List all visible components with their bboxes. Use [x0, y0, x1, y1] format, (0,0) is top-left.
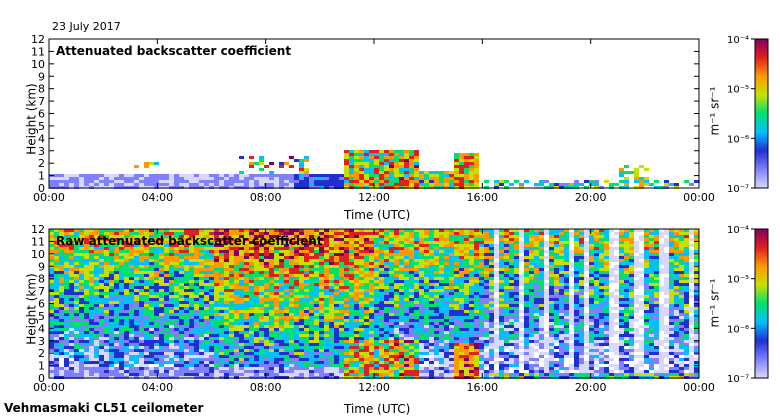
y-tick-label: 7 [38, 95, 45, 108]
x-tick-label: 04:00 [141, 191, 173, 204]
y-tick-label: 9 [38, 70, 45, 83]
ylabel-2: Height (km) [24, 273, 39, 345]
xlabel-2: Time (UTC) [344, 402, 411, 416]
y-tick-label: 6 [38, 108, 45, 121]
colorbar-unit-1: m⁻¹ sr⁻¹ [707, 86, 722, 136]
y-tick-label: 8 [38, 83, 45, 96]
y-tick-label: 10 [31, 58, 45, 71]
colorbar-unit-2: m⁻¹ sr⁻¹ [707, 278, 722, 328]
x-tick-label: 00:00 [683, 191, 715, 204]
x-tick-label: 08:00 [250, 191, 282, 204]
y-tick-label: 4 [38, 132, 45, 145]
ylabel-1: Height (km) [24, 83, 39, 155]
y-tick-label: 11 [31, 45, 45, 58]
x-tick-label: 16:00 [466, 191, 498, 204]
chart-title-1: Attenuated backscatter coefficient [56, 44, 292, 58]
y-tick-label: 0 [38, 182, 45, 195]
xlabel-1: Time (UTC) [344, 208, 411, 222]
y-tick-label: 12 [31, 33, 45, 46]
y-tick-label: 2 [38, 157, 45, 170]
instrument-label: Vehmasmaki CL51 ceilometer [4, 401, 204, 415]
y-tick-label: 5 [38, 120, 45, 133]
y-tick-label: 3 [38, 145, 45, 158]
x-tick-label: 12:00 [358, 191, 390, 204]
chart-title-2: Raw attenuated backscatter coefficient [56, 234, 323, 248]
x-tick-label: 20:00 [575, 191, 607, 204]
y-tick-label: 1 [38, 170, 45, 183]
